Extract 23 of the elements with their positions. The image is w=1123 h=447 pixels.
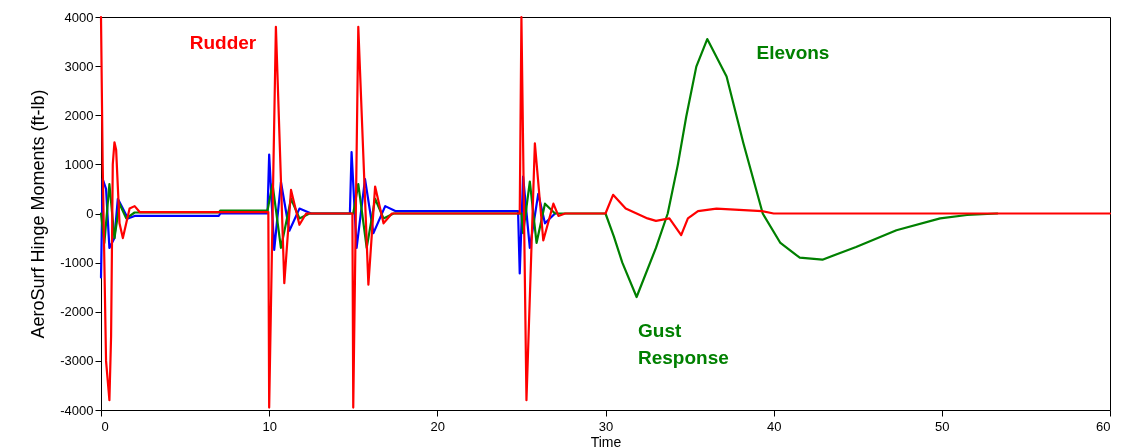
y-tick-label: 1000 (64, 156, 94, 172)
x-axis-title: Time (590, 433, 622, 447)
y-tick-label: -4000 (60, 402, 94, 418)
y-tick-label: 3000 (64, 58, 94, 74)
line-series (99, 15, 1112, 409)
series-label: Rudder (189, 32, 257, 53)
y-tick-label: 4000 (64, 9, 94, 25)
x-tick-label: 10 (262, 418, 277, 434)
x-tick-label: 50 (935, 418, 950, 434)
series-label: Elevons (756, 42, 830, 63)
y-tick-label: -3000 (60, 353, 94, 369)
y-tick-label: -2000 (60, 304, 94, 320)
x-tick-label: 40 (766, 418, 782, 434)
line-series (99, 150, 557, 279)
x-tick-label: 20 (430, 418, 446, 434)
y-tick-label: 0 (86, 206, 94, 221)
x-tick-label: 0 (101, 418, 109, 434)
annotation: Gust Response (638, 320, 729, 368)
x-tick-label: 60 (1096, 418, 1111, 434)
y-tick-label: -1000 (60, 255, 94, 271)
y-tick-label: 2000 (64, 107, 94, 123)
y-axis-title: AeroSurf Hinge Moments (ft-lb) (28, 89, 49, 339)
x-tick-label: 30 (598, 418, 614, 434)
